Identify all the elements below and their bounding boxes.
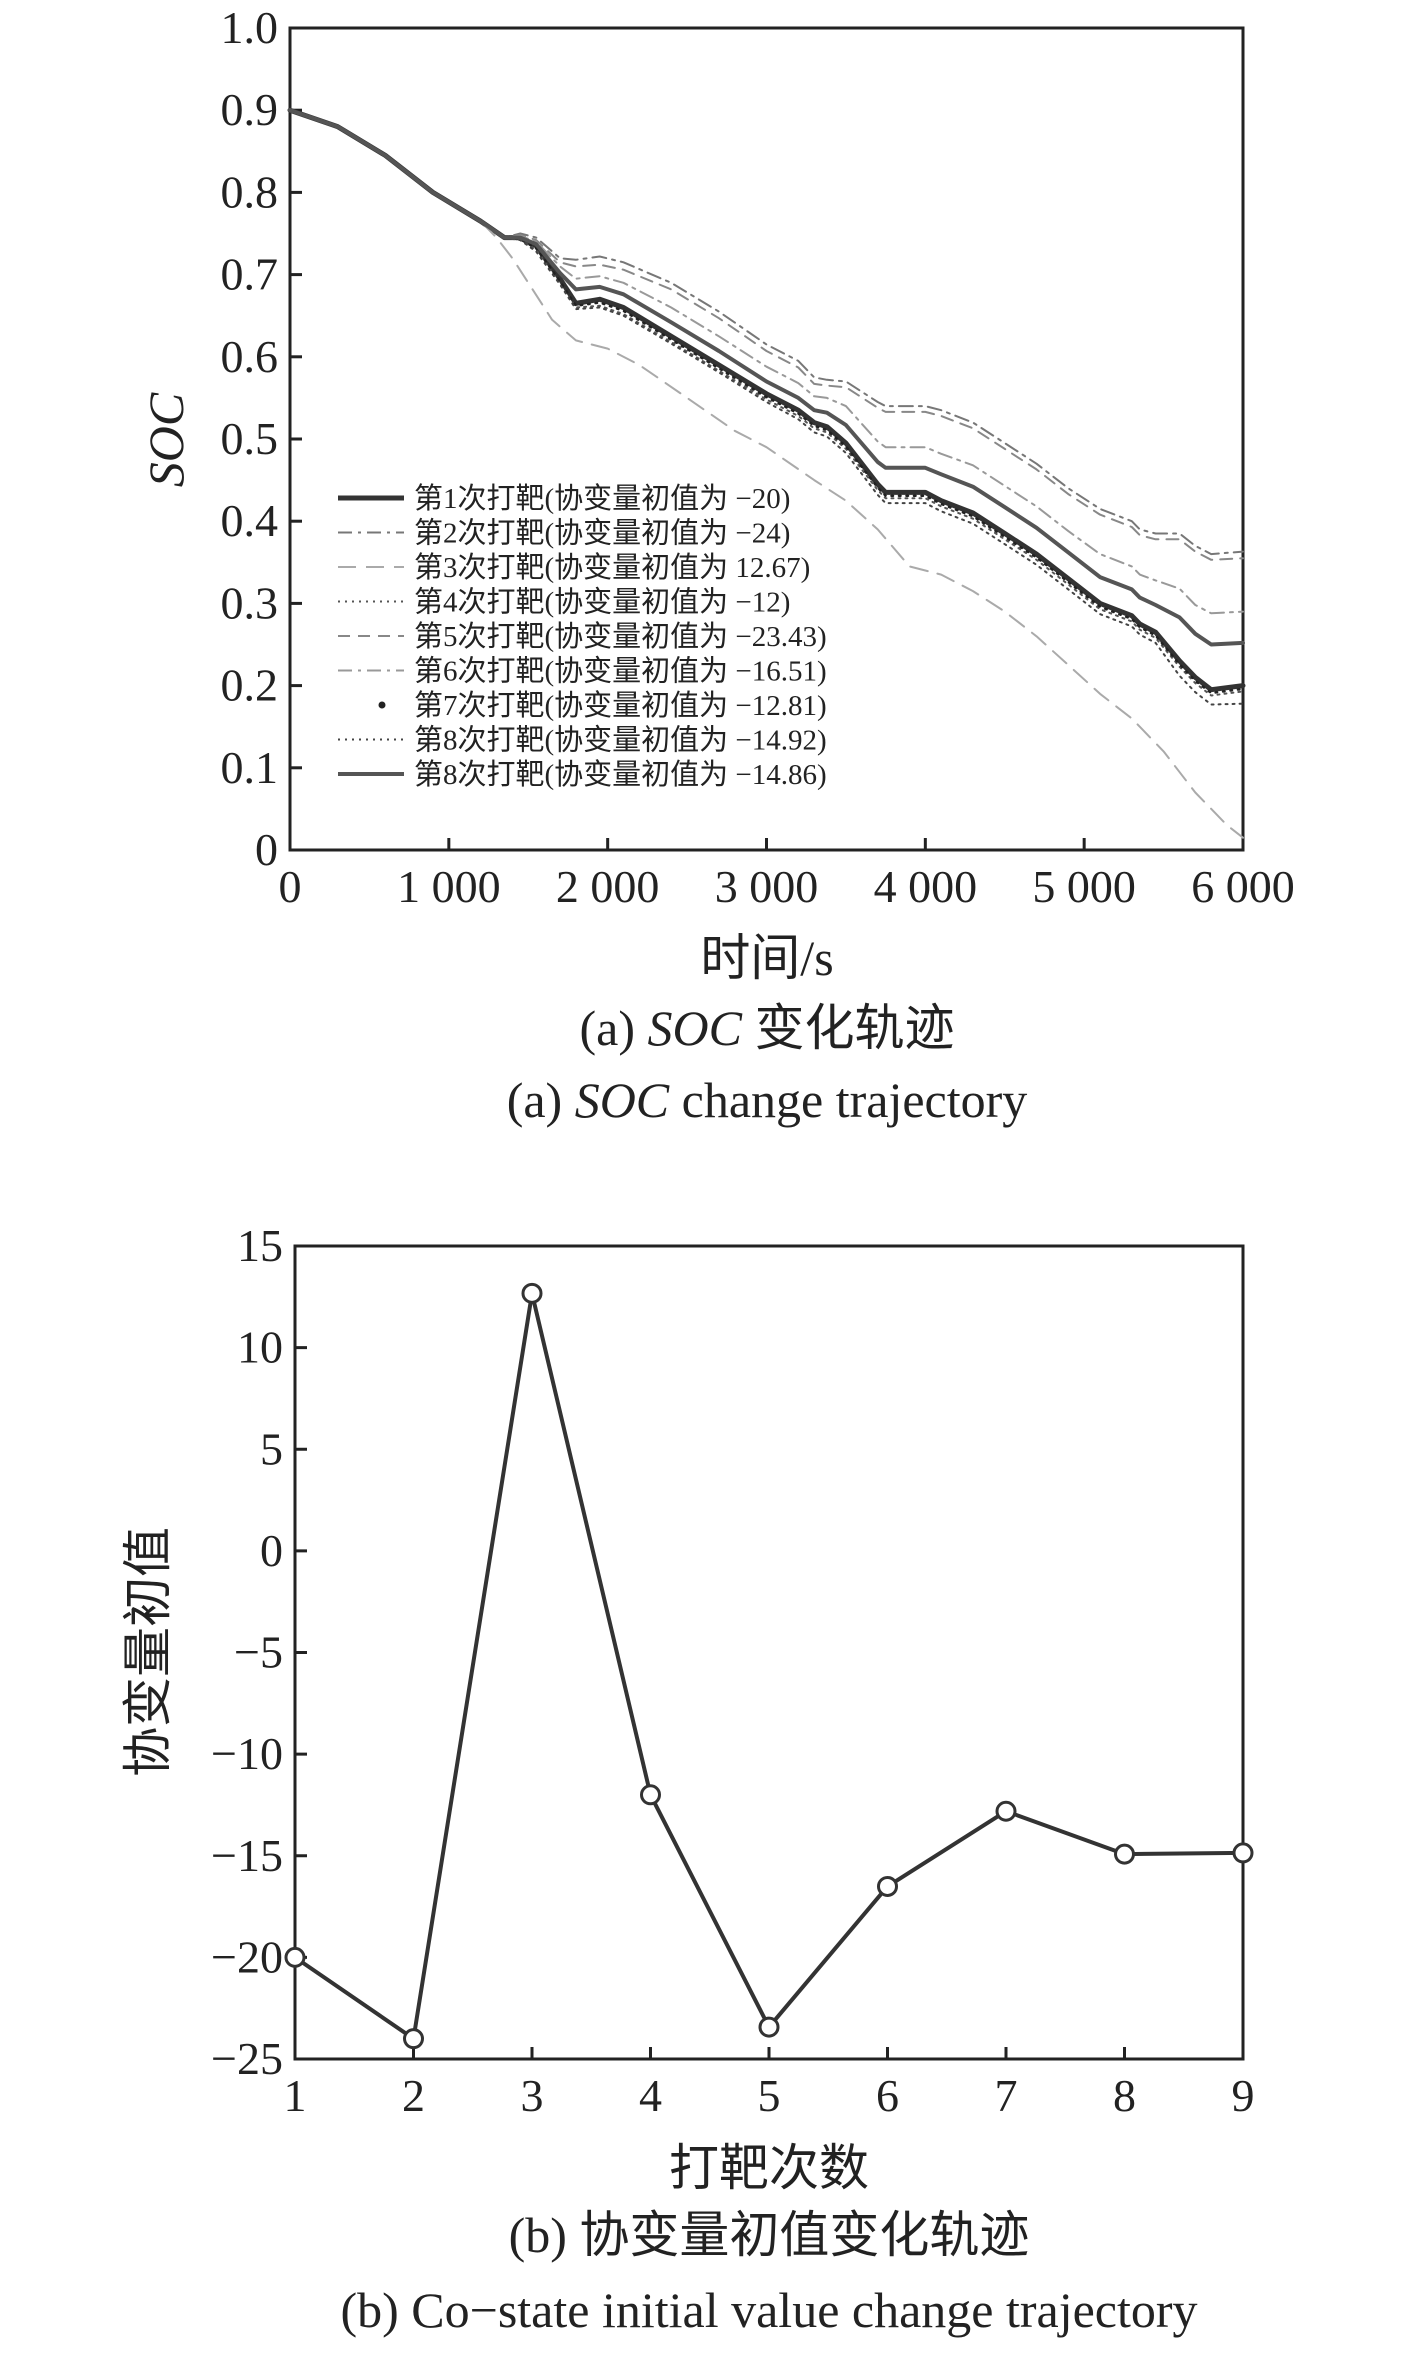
soc-caption-cn: (a) SOC 变化轨迹	[580, 1000, 955, 1056]
soc-legend-swatch-7	[378, 701, 386, 709]
soc-caption-en-prefix: (a)	[507, 1072, 575, 1128]
costate-y-tick-label: −15	[211, 1830, 283, 1881]
soc-axis-ticks: 0 1 000 2 000 3 000 4 000 5 000 6 000 0 0.1 0.2 0.…	[221, 2, 1295, 912]
soc-legend-label-9: 第8次打靶(协变量初值为 −14.86)	[414, 758, 827, 791]
soc-series-line-2	[289, 109, 1244, 556]
costate-y-tick-label: 10	[237, 1322, 283, 1373]
soc-caption-en: (a) SOC change trajectory	[507, 1072, 1028, 1128]
soc-x-tick-label: 1 000	[397, 861, 501, 912]
soc-y-tick-label: 0.1	[221, 742, 279, 793]
costate-x-tick-label: 8	[1113, 2070, 1136, 2121]
soc-x-tick-label: 3 000	[715, 861, 819, 912]
costate-x-tick-label: 9	[1232, 2070, 1255, 2121]
costate-series-line	[293, 1291, 1244, 2041]
soc-x-axis-label: 时间/s	[700, 930, 833, 986]
costate-y-tick-label: −5	[234, 1627, 283, 1678]
costate-point-3	[521, 1282, 543, 1304]
soc-y-axis-label: SOC	[138, 392, 194, 487]
soc-chart: 0 1 000 2 000 3 000 4 000 5 000 6 000 0 0.1 0.2 0.…	[138, 2, 1295, 1128]
soc-y-tick-label: 0.5	[221, 413, 279, 464]
costate-y-tick-label: 5	[260, 1423, 283, 1474]
soc-y-tick-label: 0.8	[221, 166, 279, 217]
costate-axis-ticks: 1 2 3 4 5 6 7 8 9 −25 −20 −15 −10 −5 0 5 10 15	[211, 1220, 1254, 2121]
costate-point-4	[640, 1784, 661, 1806]
costate-y-tick-label: 0	[260, 1525, 283, 1576]
soc-x-tick-label: 4 000	[874, 861, 978, 912]
soc-x-tick-label: 2 000	[556, 861, 660, 912]
costate-point-1	[284, 1946, 306, 1968]
soc-caption-en-italic: SOC	[575, 1072, 670, 1128]
costate-x-tick-label: 2	[402, 2070, 425, 2121]
costate-y-tick-label: −25	[211, 2033, 283, 2084]
soc-legend-label-4: 第4次打靶(协变量初值为 −12)	[414, 586, 790, 619]
costate-plot-frame	[293, 1244, 1245, 2061]
costate-y-axis-label: 协变量初值	[120, 1527, 176, 1777]
soc-legend-label-1: 第1次打靶(协变量初值为 −20)	[414, 482, 790, 515]
soc-series-line-4	[289, 109, 1244, 697]
soc-series-group	[287, 107, 1246, 839]
soc-caption-cn-italic: SOC	[648, 1000, 743, 1056]
soc-y-tick-label: 0.7	[221, 249, 279, 300]
costate-caption-en-prefix: (b)	[340, 2282, 411, 2338]
costate-point-7	[995, 1800, 1017, 1822]
costate-y-tick-label: 15	[237, 1220, 283, 1271]
soc-caption-en-suffix: change trajectory	[669, 1072, 1027, 1128]
soc-x-tick-label: 6 000	[1191, 861, 1295, 912]
soc-legend-label-2: 第2次打靶(协变量初值为 −24)	[414, 517, 790, 550]
soc-caption-cn-prefix: (a)	[580, 1000, 648, 1056]
soc-x-tick-label: 0	[279, 861, 302, 912]
soc-legend-label-8: 第8次打靶(协变量初值为 −14.92)	[414, 724, 827, 757]
soc-caption-cn-suffix: 变化轨迹	[742, 1000, 955, 1056]
costate-x-tick-label: 3	[521, 2070, 544, 2121]
costate-caption-en: (b) Co−state initial value change trajec…	[340, 2282, 1197, 2338]
costate-point-9	[1232, 1842, 1254, 1864]
costate-x-tick-label: 1	[284, 2070, 307, 2121]
costate-point-6	[877, 1875, 898, 1897]
soc-y-tick-label: 1.0	[221, 2, 279, 53]
costate-y-tick-label: −20	[211, 1931, 283, 1982]
costate-caption-cn: (b) 协变量初值变化轨迹	[509, 2207, 1030, 2263]
soc-y-tick-label: 0.4	[221, 495, 279, 546]
soc-y-tick-label: 0.3	[221, 577, 279, 628]
costate-chart: 1 2 3 4 5 6 7 8 9 −25 −20 −15 −10 −5 0 5 10 15 打靶次数 协变量初值…	[120, 1220, 1255, 2338]
costate-point-2	[403, 2028, 424, 2050]
costate-x-tick-label: 7	[995, 2070, 1018, 2121]
costate-x-tick-label: 5	[758, 2070, 781, 2121]
costate-y-tick-label: −10	[211, 1728, 283, 1779]
costate-x-tick-label: 4	[639, 2070, 662, 2121]
costate-point-5	[758, 2016, 780, 2038]
costate-caption-en-suffix: Co−state initial value change trajectory	[411, 2282, 1197, 2338]
soc-legend: 第1次打靶(协变量初值为 −20)第2次打靶(协变量初值为 −24)第3次打靶(…	[338, 482, 827, 791]
costate-series-group	[284, 1282, 1254, 2050]
costate-caption-cn-suffix: 协变量初值变化轨迹	[579, 2207, 1029, 2263]
costate-point-8	[1114, 1843, 1135, 1865]
soc-y-tick-label: 0.2	[221, 660, 279, 711]
soc-legend-label-3: 第3次打靶(协变量初值为 12.67)	[414, 551, 810, 584]
soc-series-line-3	[289, 109, 1244, 839]
soc-y-tick-label: 0.9	[221, 84, 279, 135]
costate-x-tick-label: 6	[876, 2070, 899, 2121]
soc-legend-label-6: 第6次打靶(协变量初值为 −16.51)	[414, 655, 827, 688]
soc-legend-label-5: 第5次打靶(协变量初值为 −23.43)	[414, 620, 827, 653]
soc-legend-label-7: 第7次打靶(协变量初值为 −12.81)	[414, 689, 827, 722]
costate-caption-cn-prefix: (b)	[509, 2207, 580, 2263]
soc-y-tick-label: 0	[255, 824, 278, 875]
soc-series-line-8	[289, 109, 1244, 706]
costate-x-axis-label: 打靶次数	[669, 2140, 869, 2196]
soc-y-tick-label: 0.6	[221, 331, 279, 382]
soc-x-tick-label: 5 000	[1032, 861, 1136, 912]
soc-series-line-9	[288, 108, 1245, 647]
